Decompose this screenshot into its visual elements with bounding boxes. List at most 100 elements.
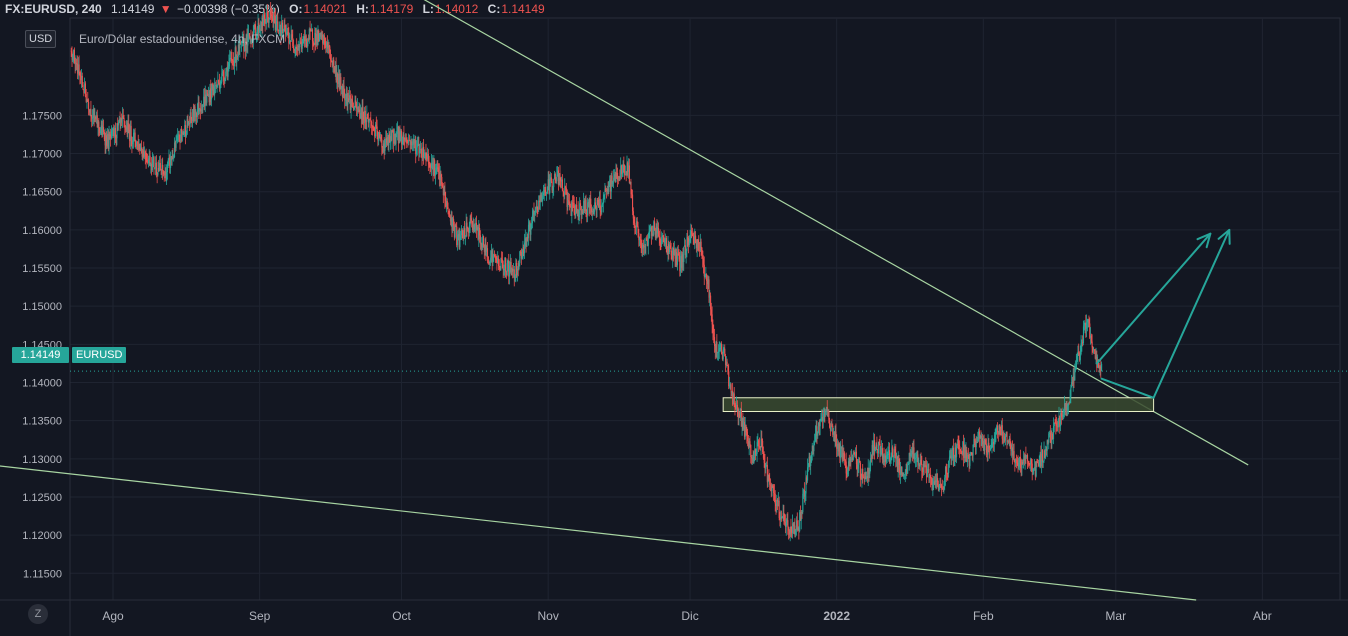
candle-body — [997, 432, 999, 435]
candle-body — [345, 93, 347, 100]
candle-body — [341, 86, 343, 90]
candle-body — [715, 342, 717, 353]
candle-body — [584, 199, 586, 211]
candle-body — [293, 45, 295, 50]
candle-body — [831, 425, 833, 427]
candle-body — [105, 135, 107, 146]
candle-body — [427, 154, 429, 163]
candle-body — [1031, 463, 1033, 472]
candle-body — [289, 40, 291, 42]
candle-body — [376, 126, 378, 137]
candle-body — [978, 431, 980, 439]
candle-body — [1090, 335, 1092, 338]
candle-body — [827, 411, 829, 413]
candle-body — [1043, 450, 1045, 461]
symbol-title[interactable]: FX:EURUSD, 240 — [5, 2, 102, 16]
candle-body — [84, 83, 86, 93]
candle-body — [373, 127, 375, 131]
candle-body — [140, 147, 142, 151]
candle-body — [451, 217, 453, 231]
candle-body — [394, 133, 396, 144]
candle-body — [1032, 469, 1034, 472]
currency-badge[interactable]: USD — [25, 30, 57, 48]
candle-body — [766, 465, 768, 483]
candle-body — [1097, 361, 1099, 368]
candle-body — [473, 224, 475, 232]
candle-body — [880, 452, 882, 455]
candle-body — [120, 118, 122, 123]
candle-body — [173, 157, 175, 158]
candle-body — [515, 263, 517, 277]
chart-legend-title[interactable]: Euro/Dólar estadounidense, 4h, FXCM — [79, 32, 286, 46]
candle-body — [846, 473, 848, 475]
candle-body — [664, 242, 666, 244]
candle-body — [95, 115, 98, 120]
candle-body — [799, 512, 802, 521]
candle-body — [1068, 402, 1070, 404]
candle-body — [421, 157, 423, 159]
candle-body — [301, 43, 303, 49]
candle-body — [687, 237, 690, 246]
candle-body — [1000, 427, 1002, 436]
candle-body — [261, 17, 263, 31]
candle-body — [282, 31, 284, 34]
candle-body — [959, 449, 962, 452]
candle-body — [335, 65, 337, 81]
candle-body — [1101, 363, 1103, 371]
z-order-button[interactable]: Z — [28, 604, 48, 624]
candle-body — [481, 243, 483, 248]
candle-body — [399, 131, 401, 141]
candle-body — [132, 141, 134, 145]
candle-body — [1015, 459, 1018, 461]
candle-body — [479, 227, 481, 236]
candle-body — [434, 170, 437, 176]
candle-body — [884, 455, 886, 463]
candle-body — [850, 458, 852, 461]
candle-body — [402, 134, 404, 138]
candle-body — [112, 129, 114, 130]
candle-body — [270, 14, 273, 16]
candle-body — [851, 457, 854, 461]
candle-body — [653, 221, 655, 235]
candle-body — [758, 440, 760, 447]
candle-body — [469, 218, 471, 226]
candle-body — [349, 95, 351, 100]
candle-body — [910, 452, 912, 457]
candle-body — [157, 167, 159, 175]
candle-body — [1036, 461, 1038, 463]
candle-body — [634, 223, 636, 226]
candle-body — [205, 94, 207, 103]
candle-body — [499, 267, 501, 270]
candle-body — [263, 14, 265, 19]
candle-body — [412, 139, 414, 145]
candle-body — [909, 453, 911, 457]
candle-body — [296, 48, 299, 51]
candle-body — [1071, 381, 1073, 388]
candle-body — [944, 466, 947, 478]
candle-body — [983, 440, 985, 451]
candle-body — [989, 448, 991, 451]
candle-body — [995, 427, 997, 435]
candle-body — [770, 485, 772, 491]
y-tick-label: 1.13500 — [22, 416, 62, 428]
candle-body — [732, 393, 735, 405]
candle-body — [902, 472, 904, 477]
candle-body — [835, 431, 837, 439]
candle-body — [1065, 403, 1067, 410]
candle-body — [803, 489, 805, 497]
candle-body — [193, 106, 195, 121]
candle-body — [595, 208, 597, 210]
candle-body — [949, 455, 951, 458]
candle-body — [564, 186, 566, 196]
candle-body — [684, 245, 686, 247]
candle-body — [511, 268, 513, 273]
candle-body — [79, 72, 81, 77]
candle-body — [1009, 438, 1011, 446]
candle-body — [852, 453, 854, 461]
candle-body — [245, 34, 247, 51]
candle-body — [1018, 462, 1020, 468]
candle-body — [171, 156, 173, 161]
candle-body — [680, 256, 682, 272]
candle-body — [855, 451, 857, 465]
